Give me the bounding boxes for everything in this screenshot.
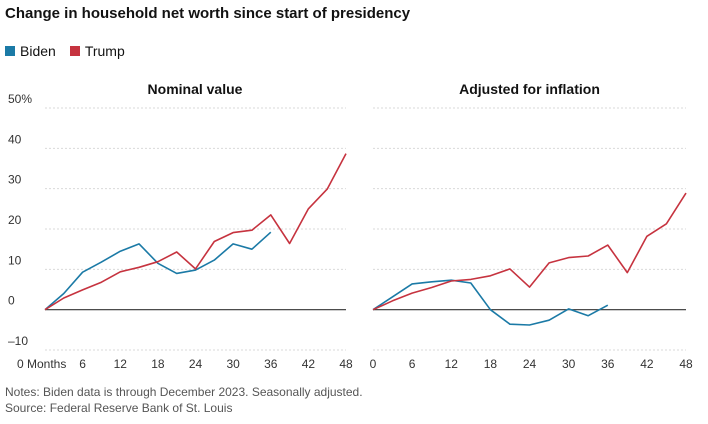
x-tick-label-inflation: 24 bbox=[523, 357, 537, 371]
y-tick-label: –10 bbox=[8, 334, 28, 348]
series-line-trump-nominal bbox=[44, 153, 347, 311]
x-tick-label-nominal: 18 bbox=[151, 357, 165, 371]
notes-block: Notes: Biden data is through December 20… bbox=[5, 384, 363, 416]
x-tick-label-nominal: 24 bbox=[189, 357, 203, 371]
x-tick-label-nominal: 42 bbox=[302, 357, 316, 371]
legend-swatch-trump bbox=[69, 46, 80, 56]
x-tick-label-inflation: 48 bbox=[679, 357, 693, 371]
panel-title-inflation: Adjusted for inflation bbox=[459, 81, 600, 97]
notes-text: Notes: Biden data is through December 20… bbox=[5, 385, 363, 399]
x-tick-label-nominal: 48 bbox=[339, 357, 353, 371]
y-tick-label: 30 bbox=[8, 173, 22, 187]
legend-label-biden: Biden bbox=[20, 43, 56, 59]
legend-item-trump: Trump bbox=[69, 43, 125, 59]
x-tick-label-inflation: 36 bbox=[601, 357, 615, 371]
legend: Biden Trump bbox=[5, 43, 125, 59]
source-text: Source: Federal Reserve Bank of St. Loui… bbox=[5, 401, 233, 415]
x-tick-label-inflation: 0 bbox=[370, 357, 377, 371]
x-tick-label-inflation: 42 bbox=[640, 357, 654, 371]
x-tick-label-inflation: 12 bbox=[445, 357, 459, 371]
y-tick-label: 20 bbox=[8, 213, 22, 227]
y-tick-label: 40 bbox=[8, 132, 22, 146]
x-tick-label-nominal: 0 Months bbox=[17, 357, 66, 371]
series-line-biden-inflation bbox=[372, 279, 609, 326]
legend-item-biden: Biden bbox=[5, 43, 56, 59]
x-tick-label-inflation: 30 bbox=[562, 357, 576, 371]
chart-title: Change in household net worth since star… bbox=[5, 5, 411, 22]
x-tick-label-nominal: 12 bbox=[114, 357, 128, 371]
x-tick-label-nominal: 30 bbox=[226, 357, 240, 371]
y-tick-label: 10 bbox=[8, 253, 22, 267]
panel-title-nominal: Nominal value bbox=[147, 81, 243, 97]
x-tick-label-nominal: 36 bbox=[264, 357, 278, 371]
y-tick-label: 0 bbox=[8, 294, 15, 308]
x-tick-label-inflation: 18 bbox=[484, 357, 498, 371]
x-tick-label-inflation: 6 bbox=[409, 357, 416, 371]
legend-swatch-biden bbox=[5, 46, 15, 56]
y-tick-label: 50% bbox=[8, 92, 32, 106]
x-tick-label-nominal: 6 bbox=[79, 357, 86, 371]
series-line-biden-nominal bbox=[44, 231, 272, 311]
legend-label-trump: Trump bbox=[84, 43, 125, 59]
series-line-trump-inflation bbox=[372, 192, 687, 311]
